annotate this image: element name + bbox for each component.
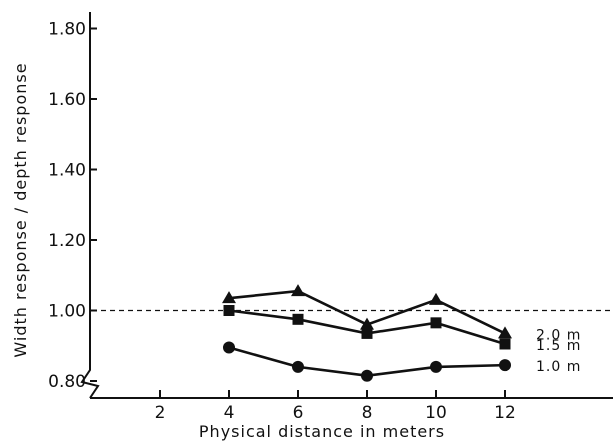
data-point-square bbox=[292, 313, 304, 325]
series bbox=[222, 284, 512, 382]
x-axis-title: Physical distance in meters bbox=[199, 422, 445, 441]
y-tick-label: 1.40 bbox=[48, 161, 86, 181]
series-label: 1.5 m bbox=[536, 338, 581, 354]
series-label: 2.0 m bbox=[536, 327, 581, 343]
x-tick-label: 10 bbox=[425, 403, 447, 423]
x-tick-label: 6 bbox=[293, 403, 304, 423]
data-point-square bbox=[499, 338, 511, 350]
data-point-triangle bbox=[222, 291, 236, 304]
data-point-circle bbox=[361, 369, 373, 382]
data-point-circle bbox=[223, 341, 235, 354]
y-axis-title: Width response / depth response bbox=[11, 62, 30, 357]
y-tick-label: 0.80 bbox=[48, 372, 86, 392]
x-tick-label: 12 bbox=[494, 403, 516, 423]
series-labels: 2.0 m1.5 m 1.0 m bbox=[536, 327, 581, 375]
series-label: 1.0 m bbox=[536, 359, 581, 375]
x-tick-label: 2 bbox=[155, 403, 166, 423]
data-point-triangle bbox=[498, 326, 512, 339]
data-point-circle bbox=[292, 360, 304, 373]
data-point-triangle bbox=[360, 317, 374, 330]
data-point-square bbox=[223, 305, 235, 316]
data-point-square bbox=[361, 327, 373, 339]
ticks: 0.80 1.00 1.20 1.40 1.60 1.80 2 4 6 8 10 12 bbox=[48, 20, 516, 424]
y-tick-label: 1.60 bbox=[48, 90, 86, 110]
data-point-circle bbox=[499, 359, 511, 372]
data-point-square bbox=[430, 317, 442, 329]
data-point-triangle bbox=[429, 292, 443, 305]
y-tick-label: 1.00 bbox=[48, 302, 86, 322]
y-tick-label: 1.20 bbox=[48, 231, 86, 251]
data-point-circle bbox=[430, 360, 442, 373]
y-axis-line bbox=[80, 12, 100, 399]
axes bbox=[80, 12, 613, 399]
y-tick-label: 1.80 bbox=[48, 20, 86, 40]
x-tick-label: 8 bbox=[362, 403, 373, 423]
x-tick-label: 4 bbox=[224, 403, 235, 423]
data-point-triangle bbox=[291, 284, 305, 297]
